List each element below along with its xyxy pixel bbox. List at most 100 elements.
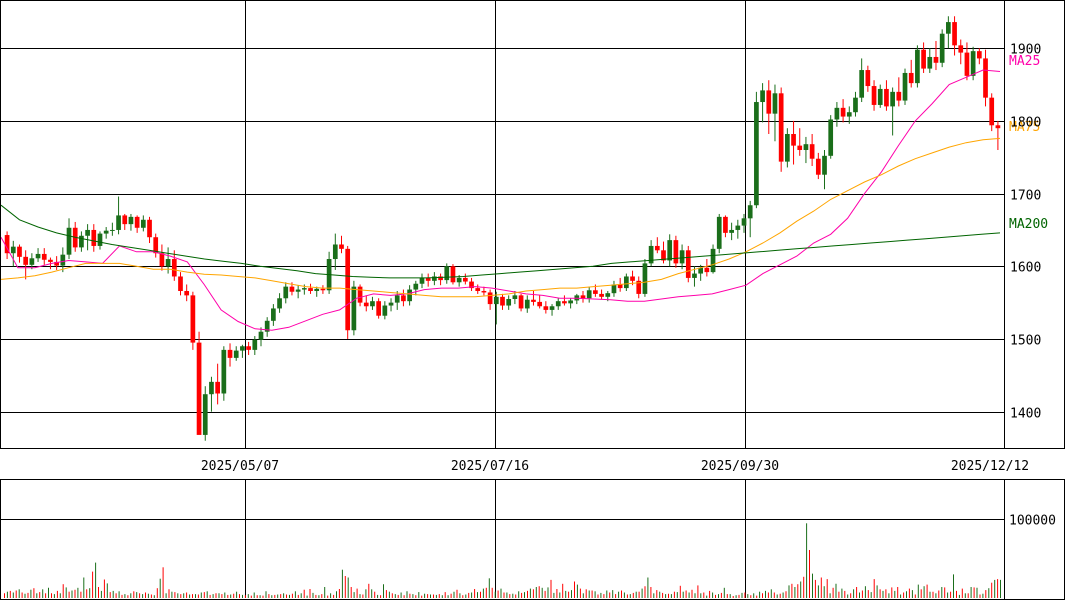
candle-body [989,97,995,126]
candle-body [376,301,382,316]
candle-body [85,229,90,236]
candle-body [382,305,388,316]
candle-body [853,97,858,113]
candle-body [611,284,617,294]
candle-body [301,288,307,290]
candle-body [754,102,759,206]
candle-body [555,301,561,307]
candle-body [995,125,1001,129]
ma-label-ma200: MA200 [1009,217,1048,232]
price-tick-label: 1800 [1010,116,1041,131]
candle-body [679,250,685,264]
candle-body [834,107,840,120]
price-candles [4,16,1001,441]
candle-body [493,296,499,305]
candle-body [772,93,778,114]
candle-body [264,320,270,332]
ma-line-ma75 [0,137,1001,298]
candle-body [890,91,895,107]
candle-body [246,346,251,350]
price-axis: 1400 1500 1600 1700 1800 1900 [1010,43,1041,422]
candle-body [103,230,109,234]
candle-body [462,277,468,282]
price-tick-label: 1900 [1010,43,1041,58]
price-tick-label: 1400 [1010,407,1041,422]
candle-body [363,302,369,307]
date-tick-label: 2025/07/16 [451,459,529,474]
candle-body [723,216,728,233]
candle-body [283,286,289,299]
candle-body [35,253,41,259]
candle-body [184,291,190,296]
candle-body [110,229,115,231]
candle-body [500,296,505,306]
candle-body [10,246,16,254]
candle-body [933,56,939,63]
candle-body [741,218,747,226]
candle-body [976,51,982,59]
candle-body [568,300,573,304]
candle-body [357,286,363,303]
candle-body [401,295,406,302]
candle-body [512,295,518,299]
candle-body [698,267,704,274]
candle-body [425,277,431,281]
candle-body [735,225,741,230]
candle-body [654,245,660,251]
candle-body [716,216,722,249]
volume-axis: 100000 [1009,514,1056,529]
candle-body [896,91,902,101]
candle-body [240,346,245,351]
candle-body [178,276,183,292]
candle-body [970,51,976,76]
candle-body [23,256,29,265]
candle-body [828,119,834,156]
date-axis: 2025/05/07 2025/07/16 2025/09/30 2025/12/12 [201,459,1029,474]
candle-body [791,134,796,146]
candle-body [840,107,846,117]
candle-body [308,288,313,292]
candle-body [407,289,412,302]
candle-body [339,244,344,249]
candle-body [617,284,623,289]
candle-body [370,301,375,307]
candle-body [450,266,456,283]
candle-body [17,246,22,257]
candle-body [605,293,611,297]
candle-body [332,244,338,260]
price-tick-label: 1700 [1010,189,1041,204]
candle-body [29,258,35,265]
candle-body [537,301,543,307]
candle-body [320,288,326,291]
candle-body [673,240,679,264]
candle-body [122,215,128,225]
candle-body [153,237,159,254]
candle-body [846,112,852,117]
candle-body [345,248,351,331]
volume-tick-label: 100000 [1009,514,1056,529]
candle-body [258,331,264,340]
price-tick-label: 1500 [1010,334,1041,349]
candle-body [871,86,877,105]
candle-body [865,70,871,87]
candle-body [209,381,214,395]
candle-body [456,277,462,283]
candle-body [394,295,400,303]
ma-line-ma200 [0,204,1001,279]
candle-body [586,290,592,299]
candle-body [939,33,945,63]
candle-body [147,219,152,238]
candle-body [140,219,146,228]
candle-body [481,291,487,293]
candle-body [196,342,202,435]
ma-line-ma25 [0,69,1001,331]
candle-body [983,58,988,98]
candle-body [128,216,134,225]
candle-body [766,90,772,114]
candle-body [661,250,666,261]
candle-body [543,306,549,310]
volume-gridlines [1,480,1004,598]
candle-body [809,144,815,159]
candle-body [506,299,512,306]
